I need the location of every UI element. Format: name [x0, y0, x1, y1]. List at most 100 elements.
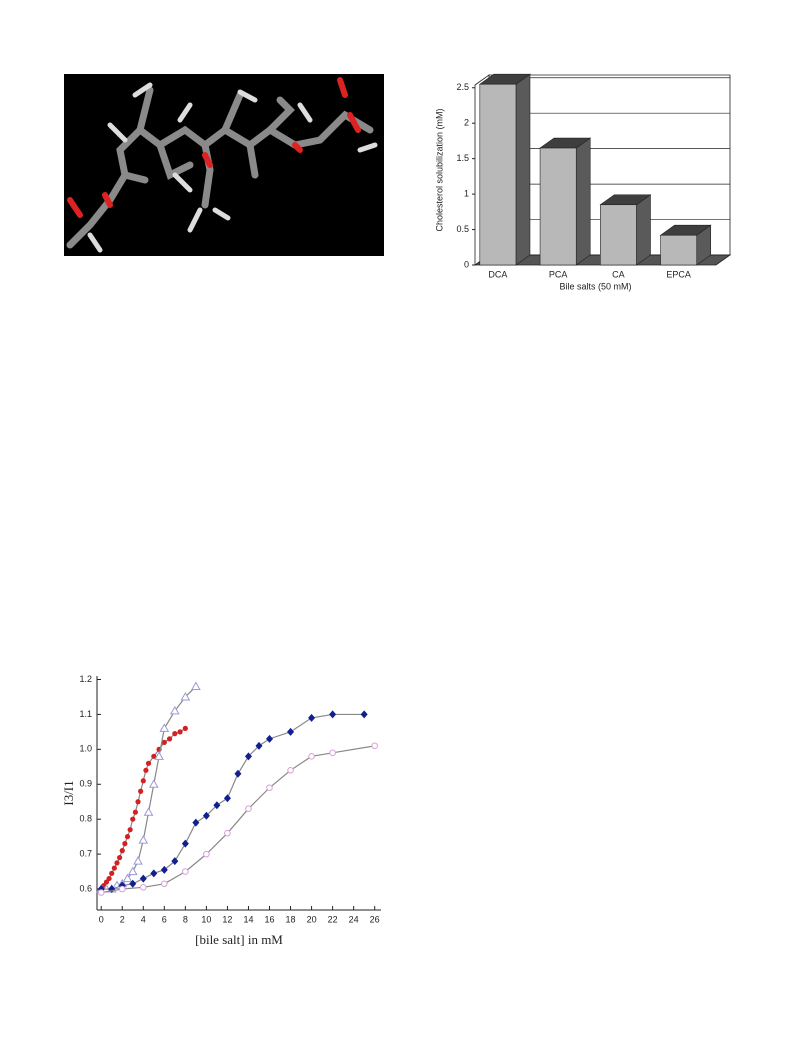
x-tick-label: 6: [162, 914, 167, 924]
point: [371, 742, 378, 750]
x-tick-label: 16: [264, 914, 274, 924]
point: [135, 799, 141, 805]
point: [109, 870, 115, 876]
bar-side: [515, 73, 531, 266]
fit-curve: [101, 686, 197, 890]
point: [161, 880, 168, 888]
x-tick-label: 26: [370, 914, 380, 924]
molecule-image: [64, 74, 384, 256]
point: [122, 873, 133, 883]
x-tick-label: 4: [141, 914, 146, 924]
x-tick-label: 0: [99, 914, 104, 924]
y-axis-label: Cholesterol solubilization (mM): [434, 108, 444, 231]
point: [255, 741, 263, 750]
point: [172, 731, 178, 737]
point: [150, 869, 158, 878]
x-tick-label: 10: [201, 914, 211, 924]
y-tick-label: 2: [464, 118, 469, 128]
point: [182, 868, 189, 875]
x-tick-label: PCA: [549, 269, 568, 279]
y-tick-label: 1.1: [79, 709, 92, 719]
point: [180, 691, 191, 701]
x-tick-label: 22: [328, 914, 338, 924]
point: [181, 839, 189, 848]
point: [182, 725, 188, 731]
point: [111, 865, 117, 871]
point: [223, 794, 231, 803]
bar-side: [636, 194, 651, 266]
y-tick-label: 0.7: [79, 848, 92, 858]
point: [130, 816, 136, 822]
y-tick-label: 0.8: [79, 814, 92, 824]
point: [114, 860, 120, 866]
y-tick-label: 1.0: [79, 744, 92, 754]
point: [138, 788, 144, 794]
point: [127, 827, 133, 833]
point: [191, 681, 201, 690]
y-tick-label: 1.2: [79, 674, 92, 684]
point: [244, 752, 252, 761]
point: [213, 801, 221, 810]
x-tick-label: CA: [612, 269, 625, 279]
point: [203, 850, 210, 858]
point: [148, 779, 159, 788]
x-tick-label: EPCA: [666, 269, 691, 279]
point: [154, 751, 164, 760]
point: [266, 784, 273, 792]
point: [132, 809, 138, 815]
y-tick-label: 1: [464, 188, 469, 198]
x-axis-label: [bile salt] in mM: [195, 932, 283, 947]
point: [140, 778, 146, 784]
point: [122, 841, 128, 847]
point: [171, 857, 179, 866]
bar: [600, 204, 637, 266]
point: [234, 769, 242, 778]
point: [118, 885, 126, 893]
y-tick-label: 0.6: [79, 883, 92, 893]
y-tick-label: 0: [464, 259, 469, 269]
point: [166, 736, 173, 742]
point: [202, 811, 210, 820]
y-tick-label: 0.9: [79, 779, 92, 789]
x-tick-label: DCA: [488, 269, 507, 279]
fit-curve: [101, 745, 375, 894]
point: [133, 856, 143, 865]
point: [139, 874, 147, 883]
x-tick-label: 20: [307, 914, 317, 924]
point: [308, 753, 315, 760]
point: [145, 760, 152, 766]
point: [139, 883, 147, 891]
bar-side: [575, 137, 591, 266]
x-tick-label: 18: [286, 914, 296, 924]
point: [266, 734, 274, 743]
bar: [539, 147, 577, 266]
bar: [660, 234, 698, 266]
x-tick-label: 14: [243, 914, 253, 924]
bar: [479, 83, 517, 266]
y-tick-label: 0.5: [456, 224, 469, 234]
point: [138, 835, 149, 844]
x-axis-label: Bile salts (50 mM): [559, 281, 631, 291]
point: [329, 710, 337, 719]
point: [161, 739, 167, 745]
point: [129, 879, 137, 888]
point: [124, 834, 131, 840]
point: [151, 753, 157, 759]
point: [106, 875, 112, 882]
y-tick-label: 1.5: [456, 153, 469, 163]
point: [169, 705, 180, 715]
fit-curve: [100, 727, 186, 890]
point: [329, 749, 336, 757]
point: [117, 855, 123, 861]
point: [143, 767, 149, 773]
point: [245, 805, 252, 813]
point: [119, 848, 125, 854]
point: [160, 865, 168, 874]
point: [308, 713, 316, 722]
point: [177, 729, 183, 735]
y-tick-label: 2.5: [456, 82, 469, 92]
x-tick-label: 2: [120, 914, 125, 924]
point: [360, 710, 368, 719]
point: [127, 866, 138, 876]
